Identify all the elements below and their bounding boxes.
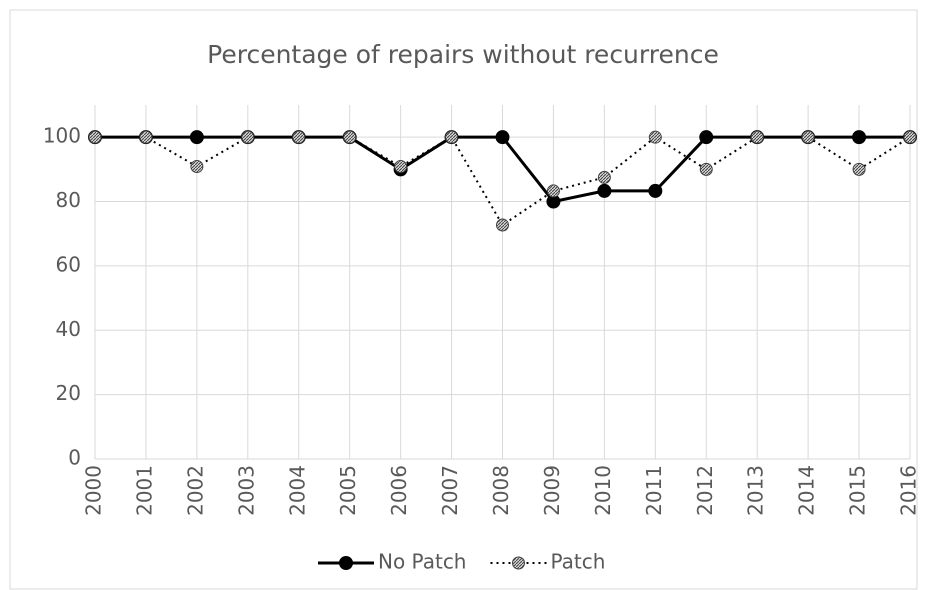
x-tick-label: 2012 bbox=[693, 465, 717, 516]
chart-title: Percentage of repairs without recurrence bbox=[207, 40, 719, 69]
data-point bbox=[597, 170, 611, 184]
data-point bbox=[750, 130, 764, 144]
data-point bbox=[190, 159, 204, 173]
data-point bbox=[189, 130, 204, 145]
legend-label: Patch bbox=[551, 550, 606, 574]
data-point bbox=[699, 162, 713, 176]
x-tick-label: 2006 bbox=[387, 465, 411, 516]
x-tick-label: 2000 bbox=[82, 465, 106, 516]
chart-border bbox=[9, 9, 918, 590]
data-point bbox=[852, 130, 867, 145]
data-point bbox=[699, 130, 714, 145]
data-point bbox=[648, 183, 663, 198]
y-tick-label: 80 bbox=[56, 188, 81, 212]
data-point bbox=[801, 130, 815, 144]
data-point bbox=[139, 130, 153, 144]
x-tick-label: 2001 bbox=[132, 465, 156, 516]
data-point bbox=[88, 130, 102, 144]
data-point bbox=[445, 130, 459, 144]
data-point bbox=[241, 130, 255, 144]
x-tick-label: 2016 bbox=[897, 465, 921, 516]
x-tick-label: 2005 bbox=[336, 465, 360, 516]
series-line bbox=[95, 135, 911, 227]
data-point bbox=[648, 130, 662, 144]
y-tick-label: 20 bbox=[56, 381, 81, 405]
x-tick-label: 2007 bbox=[438, 465, 462, 516]
data-point bbox=[903, 130, 917, 144]
x-tick-label: 2002 bbox=[183, 465, 207, 516]
legend-marker bbox=[339, 556, 353, 570]
x-tick-label: 2013 bbox=[744, 465, 768, 516]
y-tick-label: 0 bbox=[68, 446, 81, 470]
x-tick-label: 2011 bbox=[642, 465, 666, 516]
data-point bbox=[292, 130, 306, 144]
x-tick-label: 2014 bbox=[795, 465, 819, 516]
x-tick-label: 2009 bbox=[540, 465, 564, 516]
data-point bbox=[495, 130, 510, 145]
x-tick-label: 2003 bbox=[234, 465, 258, 516]
y-tick-label: 40 bbox=[56, 317, 81, 341]
x-tick-label: 2004 bbox=[285, 465, 309, 516]
data-point bbox=[343, 130, 357, 144]
legend-label: No Patch bbox=[378, 550, 467, 574]
data-point bbox=[394, 159, 408, 173]
x-tick-label: 2015 bbox=[846, 465, 870, 516]
data-point bbox=[546, 184, 560, 198]
x-tick-label: 2010 bbox=[591, 465, 615, 516]
legend-marker bbox=[512, 556, 525, 570]
data-point bbox=[597, 183, 612, 198]
y-tick-label: 100 bbox=[43, 124, 81, 148]
x-tick-label: 2008 bbox=[489, 465, 513, 516]
y-tick-label: 60 bbox=[56, 252, 81, 276]
data-point bbox=[496, 218, 509, 232]
data-point bbox=[852, 162, 866, 176]
